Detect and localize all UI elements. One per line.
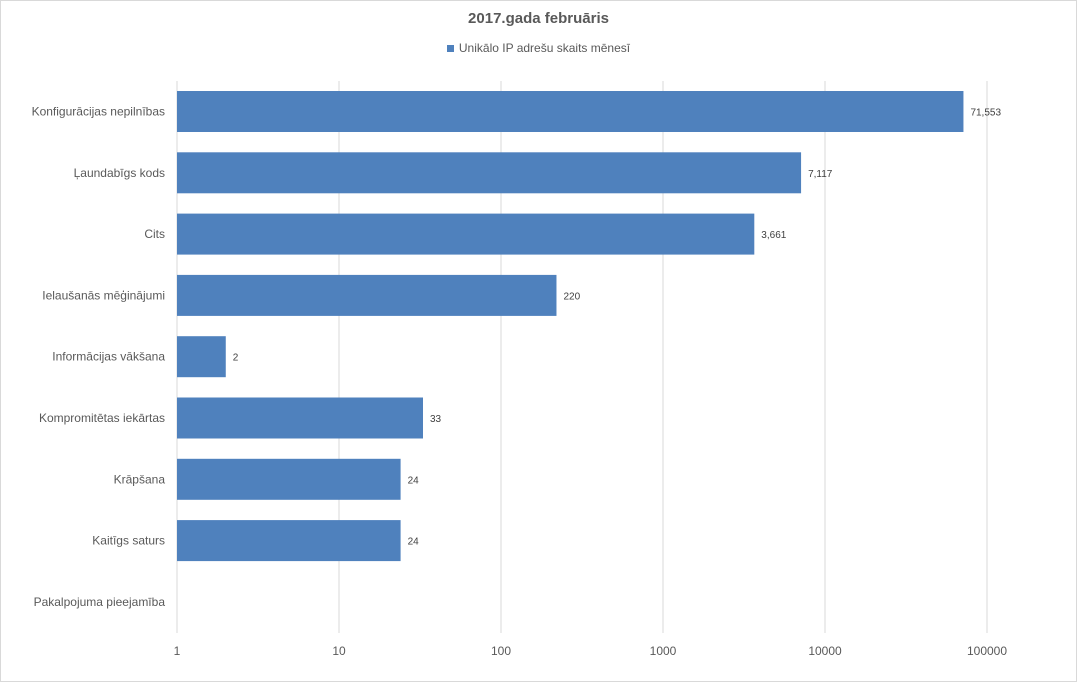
data-label: 24 bbox=[408, 537, 420, 548]
category-label: Ielaušanās mēģinājumi bbox=[42, 288, 165, 302]
category-label: Ļaundabīgs kods bbox=[74, 166, 165, 180]
x-tick-label: 1000 bbox=[650, 644, 677, 658]
bar bbox=[177, 520, 401, 562]
legend-label: Unikālo IP adrešu skaits mēnesī bbox=[458, 41, 631, 55]
x-tick-label: 1 bbox=[174, 644, 181, 658]
bar bbox=[177, 213, 755, 255]
category-label: Kaitīgs saturs bbox=[92, 534, 165, 548]
data-label: 3,661 bbox=[761, 230, 786, 241]
data-label: 7,117 bbox=[808, 169, 833, 180]
category-label: Informācijas vākšana bbox=[52, 350, 165, 364]
bars bbox=[177, 91, 964, 562]
data-label: 71,553 bbox=[970, 108, 1001, 119]
category-label: Krāpšana bbox=[114, 472, 166, 486]
bar bbox=[177, 458, 401, 500]
legend-swatch bbox=[446, 44, 454, 52]
bar bbox=[177, 274, 557, 316]
chart-title: 2017.gada februāris bbox=[468, 10, 609, 27]
data-label: 220 bbox=[563, 291, 580, 302]
category-label: Kompromitētas iekārtas bbox=[39, 411, 165, 425]
category-label: Pakalpojuma pieejamība bbox=[34, 595, 166, 609]
data-label: 33 bbox=[430, 414, 442, 425]
data-label: 2 bbox=[233, 353, 239, 364]
bar bbox=[177, 152, 802, 194]
x-tick-label: 100 bbox=[491, 644, 511, 658]
bar bbox=[177, 336, 226, 378]
category-label: Cits bbox=[144, 227, 165, 241]
data-label: 24 bbox=[408, 475, 420, 486]
x-tick-label: 10 bbox=[332, 644, 346, 658]
bar bbox=[177, 91, 964, 132]
bar bbox=[177, 397, 423, 439]
category-label: Konfigurācijas nepilnības bbox=[32, 105, 165, 119]
x-tick-label: 10000 bbox=[808, 644, 842, 658]
legend: Unikālo IP adrešu skaits mēnesī bbox=[0, 41, 1077, 55]
labels: 1 10 100 1000 10000 100000 Konfigurācijas nepi… bbox=[32, 105, 1008, 659]
x-tick-label: 100000 bbox=[967, 644, 1007, 658]
